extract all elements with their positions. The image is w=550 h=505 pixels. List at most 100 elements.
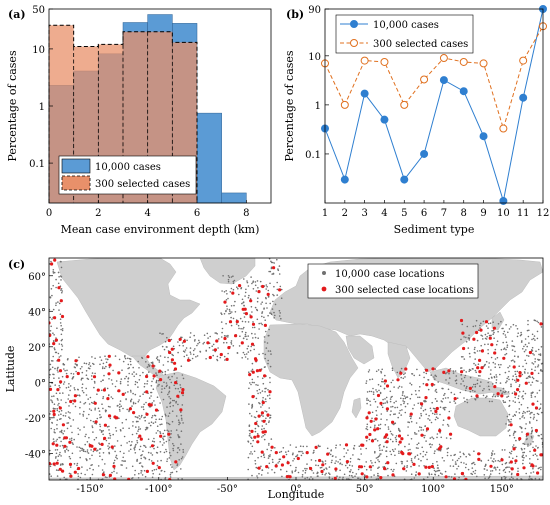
- case-dot: [324, 463, 327, 465]
- case-dot: [365, 380, 368, 382]
- case-dot: [157, 429, 159, 432]
- case-dot: [539, 354, 542, 357]
- case-dot: [389, 430, 392, 433]
- case-dot: [515, 446, 517, 449]
- case-dot: [490, 356, 493, 359]
- selected-case-dot: [530, 463, 534, 467]
- case-dot: [148, 371, 150, 373]
- case-dot: [86, 377, 89, 380]
- case-dot: [477, 375, 480, 377]
- case-dot: [479, 324, 481, 327]
- case-dot: [415, 422, 418, 424]
- case-dot: [285, 451, 287, 453]
- case-dot: [500, 348, 503, 351]
- selected-case-dot: [476, 366, 480, 370]
- case-dot: [540, 382, 542, 384]
- selected-case-dot: [358, 465, 362, 469]
- case-dot: [506, 346, 509, 349]
- case-dot: [473, 348, 476, 351]
- case-dot: [95, 436, 98, 439]
- case-dot: [61, 444, 64, 447]
- panel-c-legend-box: [307, 263, 479, 299]
- case-dot: [514, 396, 516, 399]
- case-dot: [280, 450, 283, 453]
- case-dot: [397, 387, 400, 389]
- case-dot: [358, 445, 361, 448]
- case-dot: [448, 377, 451, 379]
- case-dot: [92, 450, 95, 453]
- case-dot: [281, 475, 283, 478]
- case-dot: [168, 457, 171, 459]
- case-dot: [60, 463, 62, 466]
- case-dot: [118, 417, 120, 420]
- case-dot: [134, 416, 137, 418]
- case-dot: [119, 380, 122, 383]
- selected-case-dot: [250, 342, 255, 346]
- selected-case-dot: [424, 396, 428, 400]
- case-dot: [256, 390, 259, 392]
- case-dot: [330, 449, 333, 451]
- case-dot: [160, 391, 163, 394]
- case-dot: [492, 333, 495, 336]
- case-dot: [279, 312, 282, 314]
- case-dot: [149, 424, 152, 427]
- selected-case-dot: [74, 359, 78, 363]
- case-dot: [128, 440, 131, 443]
- case-dot: [253, 326, 256, 329]
- case-dot: [254, 463, 257, 465]
- case-dot: [486, 335, 488, 338]
- case-dot: [406, 466, 408, 469]
- point-300-type-10: [499, 124, 508, 133]
- case-dot: [472, 368, 474, 370]
- case-dot: [349, 461, 352, 463]
- case-dot: [59, 313, 62, 316]
- selected-case-dot: [424, 465, 428, 469]
- case-dot: [54, 457, 57, 459]
- case-dot: [491, 460, 494, 462]
- case-dot: [485, 338, 488, 340]
- case-dot: [180, 457, 183, 460]
- case-dot: [127, 384, 129, 386]
- selected-case-dot: [213, 348, 217, 352]
- case-dot: [441, 401, 444, 403]
- case-dot: [260, 303, 262, 305]
- case-dot: [116, 457, 118, 460]
- case-dot: [79, 401, 82, 403]
- selected-case-dot: [399, 371, 403, 375]
- case-dot: [113, 459, 116, 462]
- case-dot: [502, 327, 504, 330]
- case-dot: [129, 448, 132, 451]
- case-dot: [431, 436, 433, 439]
- case-dot: [68, 416, 70, 419]
- case-dot: [79, 367, 82, 370]
- case-dot: [531, 338, 533, 341]
- case-dot: [83, 403, 85, 405]
- case-dot: [368, 390, 371, 393]
- case-dot: [181, 374, 184, 376]
- case-dot: [374, 424, 376, 427]
- selected-case-dot: [106, 397, 110, 401]
- case-dot: [484, 364, 486, 366]
- case-dot: [475, 319, 478, 322]
- case-dot: [468, 453, 470, 455]
- selected-case-dot: [333, 476, 337, 480]
- selected-case-dot: [286, 461, 290, 465]
- selected-case-dot: [223, 300, 227, 304]
- case-dot: [252, 439, 254, 442]
- case-dot: [470, 472, 473, 475]
- case-dot: [301, 450, 303, 453]
- case-dot: [139, 374, 141, 377]
- case-dot: [369, 426, 372, 429]
- case-dot: [417, 442, 420, 445]
- case-dot: [523, 443, 526, 446]
- case-dot: [420, 412, 422, 415]
- case-dot: [505, 324, 507, 326]
- case-dot: [92, 468, 94, 471]
- case-dot: [382, 381, 384, 383]
- case-dot: [492, 383, 494, 385]
- case-dot: [172, 404, 174, 407]
- case-dot: [169, 476, 172, 478]
- case-dot: [532, 471, 535, 473]
- case-dot: [261, 428, 263, 431]
- case-dot: [433, 469, 436, 472]
